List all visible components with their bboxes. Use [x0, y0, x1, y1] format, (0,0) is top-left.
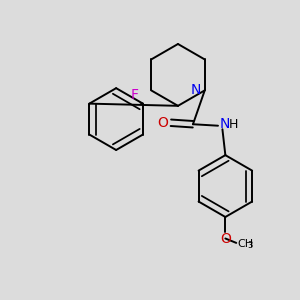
Text: N: N	[190, 83, 201, 98]
Text: F: F	[130, 88, 139, 102]
Text: CH: CH	[238, 239, 254, 249]
Text: H: H	[229, 118, 238, 131]
Text: O: O	[157, 116, 168, 130]
Text: O: O	[220, 232, 231, 246]
Text: N: N	[220, 117, 230, 131]
Text: 3: 3	[248, 241, 253, 250]
